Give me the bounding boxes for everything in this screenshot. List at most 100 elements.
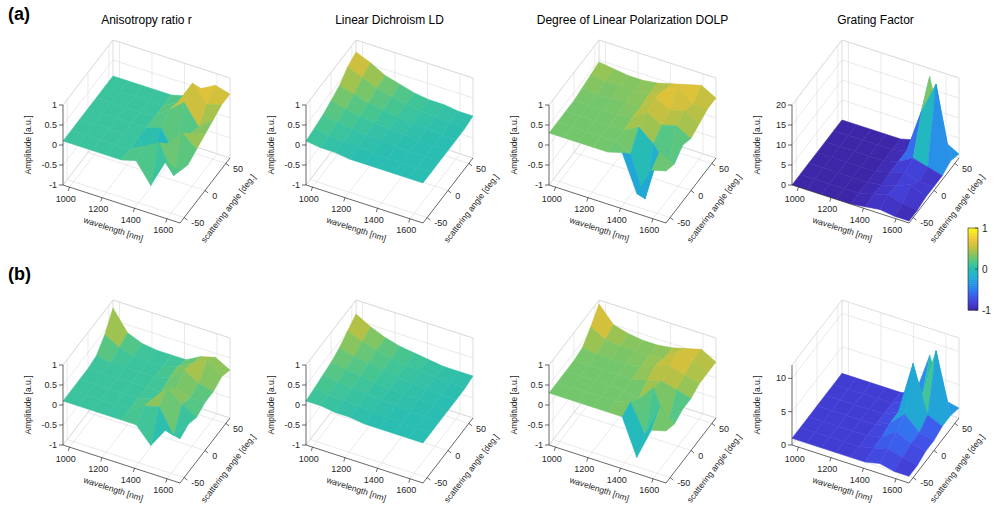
- z-tick: [302, 385, 306, 386]
- axes: 051015201000120014001600-50050Amplitude …: [752, 100, 987, 245]
- y-tick: [712, 163, 715, 165]
- x-tick: [619, 208, 620, 212]
- z-tick: [302, 125, 306, 126]
- surface-panel: -1-0.500.511000120014001600-50050Amplitu…: [23, 13, 258, 245]
- z-tick-label: -1: [535, 440, 543, 450]
- x-tick-label: 1200: [331, 204, 351, 214]
- y-axis-title: scattering angle [deg.]: [199, 432, 258, 504]
- z-axis-line: [792, 365, 793, 445]
- surface: [549, 304, 716, 458]
- y-tick: [184, 218, 187, 220]
- z-tick-label: 10: [776, 140, 786, 150]
- colorbar-tick-label: -1: [982, 305, 991, 316]
- grid-line: [135, 63, 185, 208]
- x-tick-label: 1000: [785, 194, 805, 204]
- y-axis-title: scattering angle [deg.]: [442, 432, 501, 504]
- x-tick-label: 1600: [639, 485, 659, 495]
- grid-line: [67, 360, 184, 478]
- z-tick-label: 1: [52, 360, 57, 370]
- z-tick-label: 0.5: [530, 380, 543, 390]
- z-tick-label: -0.5: [527, 160, 543, 170]
- z-tick: [302, 365, 306, 366]
- z-tick: [788, 105, 792, 106]
- surface-cell: [622, 402, 645, 458]
- axes: -1-0.500.511000120014001600-50050Amplitu…: [266, 360, 501, 505]
- z-tick-label: -0.5: [41, 420, 57, 430]
- x-tick-label: 1400: [121, 215, 141, 225]
- y-tick: [469, 163, 472, 165]
- grid-line: [63, 300, 230, 365]
- grid-line: [796, 360, 913, 478]
- colorbar-tick-label: 1: [982, 223, 988, 234]
- surface-cell: [651, 407, 674, 431]
- surface-cell: [668, 390, 691, 425]
- z-tick-label: 1: [538, 360, 543, 370]
- z-tick: [59, 125, 63, 126]
- z-tick: [59, 165, 63, 166]
- z-axis-title: Amplitude [a.u.]: [752, 375, 762, 434]
- x-tick-label: 1000: [542, 194, 562, 204]
- x-tick: [587, 458, 588, 462]
- z-tick-label: 1: [295, 100, 300, 110]
- x-axis-title: wavelength [nm]: [324, 214, 387, 243]
- x-tick-label: 1600: [639, 225, 659, 235]
- surface-cell: [174, 405, 197, 436]
- x-tick: [895, 219, 896, 223]
- x-tick-label: 1400: [364, 475, 384, 485]
- z-tick: [302, 405, 306, 406]
- colorbar-tick: [975, 310, 978, 311]
- z-tick-label: 0: [781, 180, 786, 190]
- chart-title: Linear Dichroism LD: [335, 13, 444, 27]
- surface: [792, 351, 959, 477]
- surface-cell: [651, 151, 674, 171]
- x-tick: [344, 198, 345, 202]
- z-tick: [545, 105, 549, 106]
- y-tick: [670, 478, 673, 480]
- z-tick-label: -0.5: [41, 160, 57, 170]
- x-axis-title: wavelength [nm]: [81, 214, 144, 243]
- z-tick: [545, 405, 549, 406]
- y-tick: [205, 191, 208, 193]
- y-tick: [448, 191, 451, 193]
- surface-panel: -1-0.500.511000120014001600-50050Amplitu…: [509, 300, 744, 505]
- grid: [549, 300, 716, 479]
- surface-panel: -1-0.500.511000120014001600-50050Amplitu…: [509, 13, 744, 245]
- z-tick-label: -1: [292, 440, 300, 450]
- x-tick: [133, 208, 134, 212]
- z-tick: [545, 165, 549, 166]
- z-tick-label: -1: [49, 180, 57, 190]
- x-tick-label: 1200: [88, 464, 108, 474]
- back-wall: [356, 40, 473, 158]
- x-tick: [68, 447, 69, 451]
- x-tick: [409, 219, 410, 223]
- x-tick-label: 1600: [396, 225, 416, 235]
- grid-line: [63, 380, 230, 445]
- x-tick-label: 1000: [542, 454, 562, 464]
- y-tick-label: 50: [719, 164, 729, 174]
- surface-cell: [151, 143, 174, 186]
- z-tick: [59, 365, 63, 366]
- y-tick: [934, 451, 937, 453]
- y-tick-label: 50: [962, 424, 972, 434]
- z-tick-label: 1: [52, 100, 57, 110]
- x-tick-label: 1000: [299, 454, 319, 464]
- surface: [306, 314, 473, 443]
- z-tick: [59, 105, 63, 106]
- z-tick: [59, 145, 63, 146]
- y-tick-label: 50: [233, 424, 243, 434]
- z-tick: [545, 125, 549, 126]
- z-tick-label: -1: [49, 440, 57, 450]
- grid: [306, 300, 473, 479]
- x-tick: [133, 468, 134, 472]
- z-tick: [545, 365, 549, 366]
- z-tick-label: -1: [292, 180, 300, 190]
- z-tick: [788, 411, 792, 412]
- y-tick-label: 0: [941, 451, 946, 461]
- surface-cell: [151, 407, 174, 446]
- y-tick-label: -50: [920, 218, 933, 228]
- surface-cell: [165, 424, 188, 439]
- grid: [549, 40, 716, 219]
- x-tick: [797, 447, 798, 451]
- z-tick-label: 0: [52, 400, 57, 410]
- x-tick-label: 1200: [574, 464, 594, 474]
